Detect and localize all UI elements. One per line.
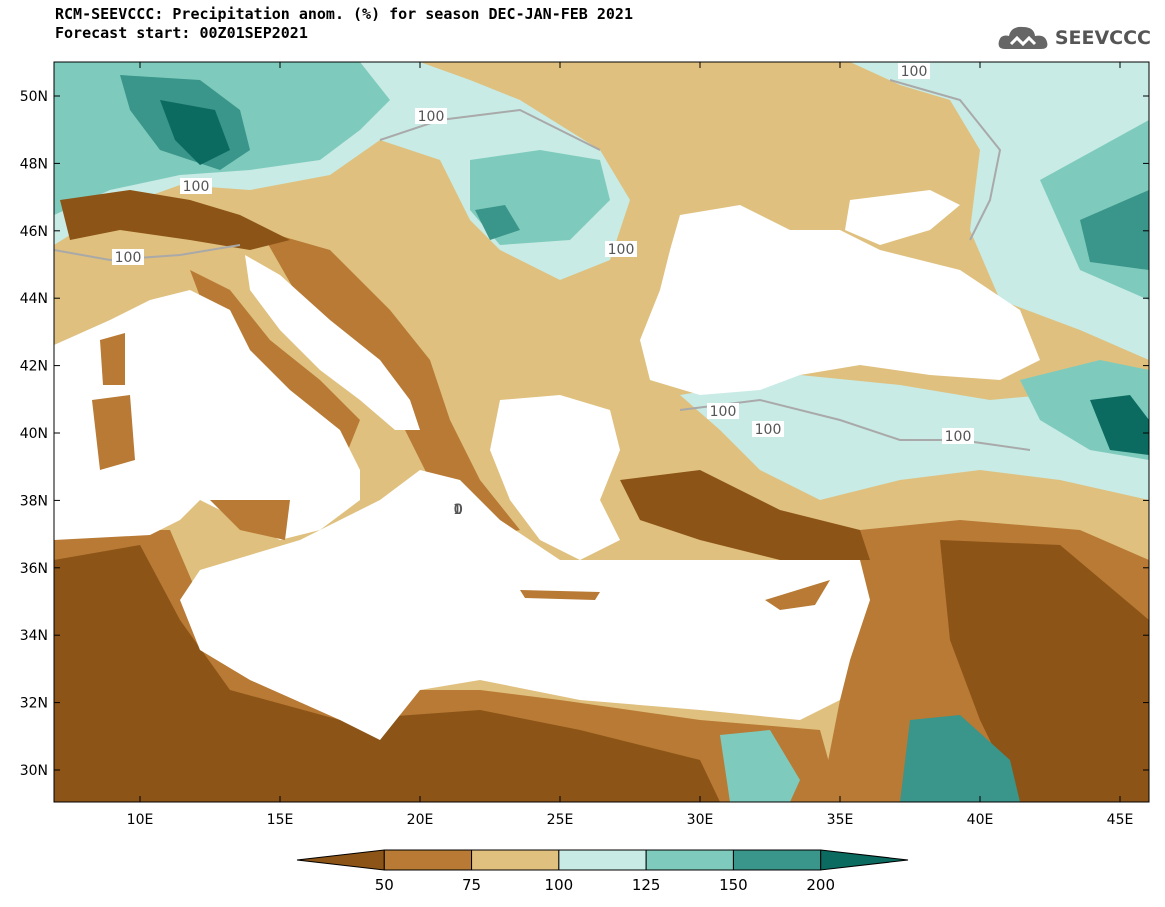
latitude-axis: 50N 48N 46N 44N 42N 40N 38N 36N 34N 32N 30N: [20, 89, 1149, 779]
contour-label: 100: [183, 179, 210, 195]
lon-label: 25E: [547, 812, 574, 828]
precipitation-map: [54, 62, 1149, 802]
colorbar-label: 100: [545, 876, 574, 894]
lat-label: 46N: [20, 224, 48, 240]
lat-label: 38N: [20, 493, 48, 509]
dry-region-alps: [60, 190, 290, 250]
lon-label: 45E: [1107, 812, 1134, 828]
lat-label: 44N: [20, 291, 48, 307]
wet-core-caucasus: [1090, 395, 1149, 455]
aegean-sea: [490, 395, 620, 560]
colorbar-label: 150: [719, 876, 748, 894]
colorbar-label: 50: [375, 876, 394, 894]
lat-label: 36N: [20, 561, 48, 577]
lon-label: 20E: [407, 812, 434, 828]
wet-core-east: [1080, 190, 1149, 270]
black-sea: [640, 205, 1040, 395]
mediterranean-sea-east: [180, 470, 870, 740]
seevccc-logo: SEEVCCC: [997, 20, 1151, 56]
colorbar-swatch: [820, 849, 909, 871]
colorbar-swatch: [383, 849, 473, 871]
sicily-dry: [210, 500, 290, 540]
colorbar-swatch: [732, 849, 822, 871]
lon-label: 40E: [967, 812, 994, 828]
adriatic-sea: [245, 255, 420, 430]
longitude-axis: 10E 15E 20E 25E 30E 35E 40E 45E: [127, 62, 1134, 828]
contour-label: 100: [755, 422, 782, 438]
dry-core-north-africa: [54, 545, 720, 802]
contour-label: 100: [418, 109, 445, 125]
colorbar-swatch: [645, 849, 734, 871]
map-title: RCM-SEEVCCC: Precipitation anom. (%) for…: [55, 5, 633, 43]
lon-label: 30E: [687, 812, 714, 828]
cyprus-dry: [765, 580, 830, 610]
title-line-2: Forecast start: 00Z01SEP2021: [55, 24, 308, 42]
wet-region-nile-delta: [720, 730, 800, 802]
lat-label: 42N: [20, 359, 48, 375]
contour-labels: 100 100 100 100 100 100 100 100 100: [112, 63, 974, 518]
contour-label: 100: [901, 64, 928, 80]
crete-dry: [520, 590, 600, 600]
lon-label: 10E: [127, 812, 154, 828]
colorbar-label: 75: [462, 876, 481, 894]
contour-label: 100: [608, 242, 635, 258]
colorbar-label: 200: [806, 876, 835, 894]
dry-region-turkey-south: [620, 470, 870, 560]
colorbar-swatch: [296, 849, 385, 871]
colorbar-swatch: [558, 849, 647, 871]
dry-core-arabia: [940, 540, 1149, 802]
wet-core-northwest: [160, 100, 230, 165]
contour-label: 100: [945, 429, 972, 445]
lat-label: 32N: [20, 696, 48, 712]
contour-label: 100: [115, 250, 142, 266]
lon-label: 15E: [267, 812, 294, 828]
mediterranean-sea: [54, 290, 360, 540]
lon-label: 35E: [827, 812, 854, 828]
cloud-icon: [998, 26, 1048, 49]
colorbar-label: 125: [632, 876, 661, 894]
wet-region-east: [850, 62, 1149, 360]
lat-label: 40N: [20, 426, 48, 442]
lat-label: 48N: [20, 156, 48, 172]
sardinia-dry: [92, 395, 135, 470]
lat-label: 50N: [20, 89, 48, 105]
lat-label: 34N: [20, 628, 48, 644]
corsica-dry: [100, 333, 125, 385]
contour-line-100: [54, 79, 1002, 262]
contour-label: 100: [710, 404, 737, 420]
logo-text: SEEVCCC: [1054, 27, 1151, 49]
wet-core-carpathian: [475, 205, 520, 240]
colorbar-swatch: [471, 849, 560, 871]
lat-label: 30N: [20, 763, 48, 779]
wet-region-sinai: [900, 715, 1020, 802]
colorbar-legend: 50 75 100 125 150 200: [296, 849, 909, 894]
contour-label: 100: [453, 502, 463, 518]
wet-region-anatolia: [680, 375, 1149, 500]
title-line-1: RCM-SEEVCCC: Precipitation anom. (%) for…: [55, 5, 633, 23]
sea-of-azov: [845, 190, 960, 245]
map-frame: [53, 61, 1150, 803]
